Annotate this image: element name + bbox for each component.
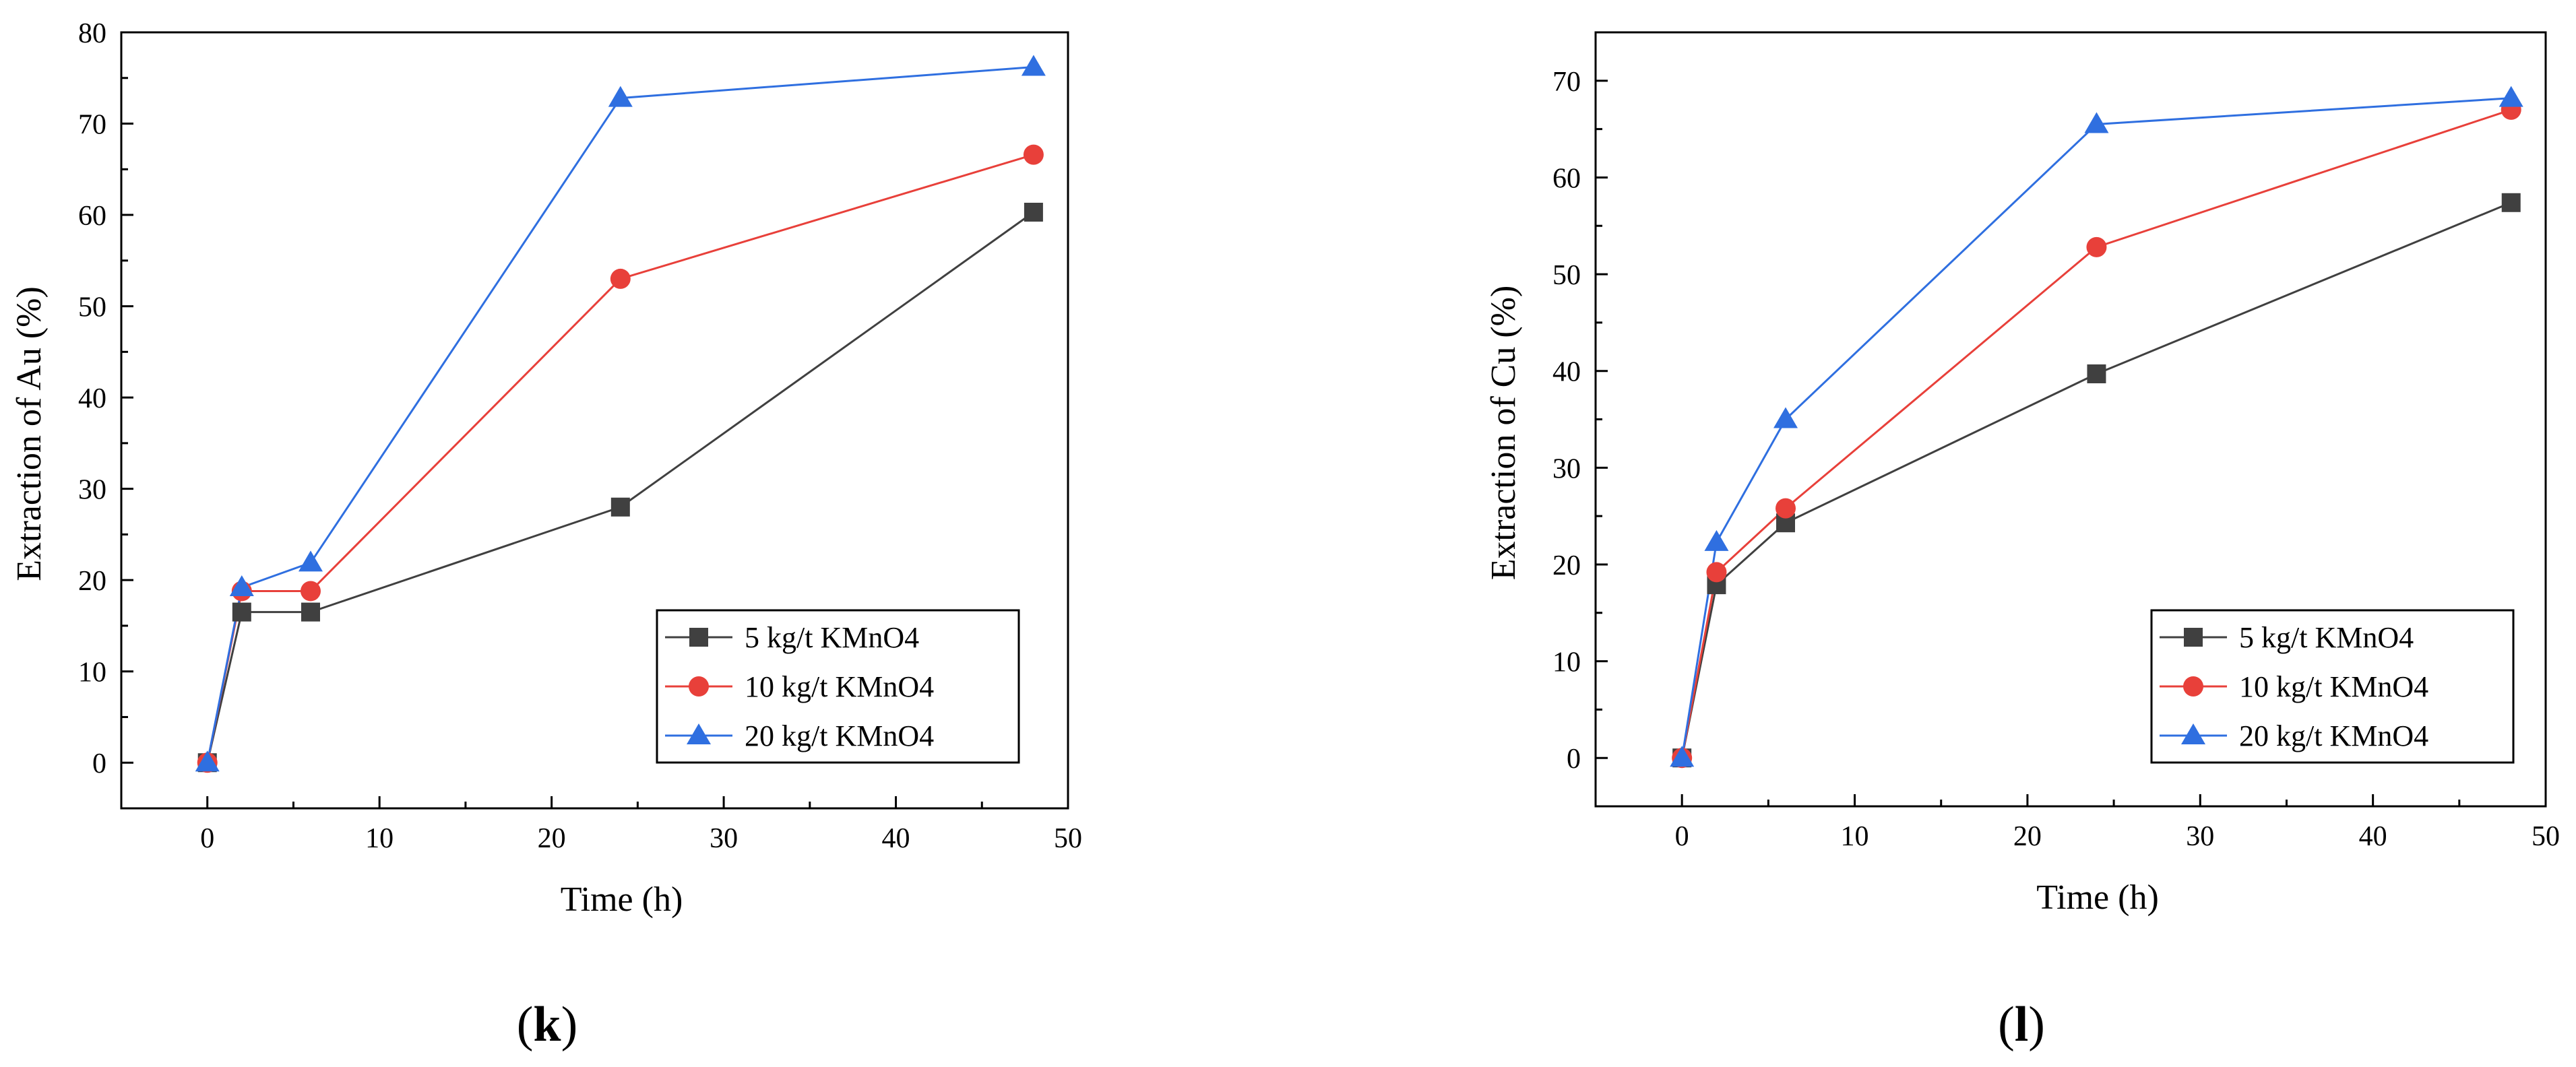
legend-marker-1 — [2184, 628, 2203, 647]
legend-marker-2 — [689, 676, 709, 697]
data-point-series-2 — [301, 581, 321, 602]
data-point-series-3 — [299, 550, 323, 572]
x-tick-label: 40 — [882, 823, 910, 854]
data-point-series-1 — [2087, 364, 2106, 383]
y-tick-label: 70 — [78, 110, 106, 141]
y-tick-label: 10 — [1552, 647, 1581, 678]
data-point-series-3 — [229, 575, 254, 597]
legend-marker-1 — [689, 628, 708, 647]
data-point-series-3 — [1021, 55, 1046, 76]
x-tick-label: 50 — [2532, 821, 2560, 852]
data-point-series-1 — [2501, 193, 2521, 212]
x-tick-label: 0 — [200, 823, 214, 854]
caption-letter: k — [533, 997, 561, 1052]
data-point-series-3 — [608, 86, 633, 107]
y-tick-label: 70 — [1552, 67, 1581, 98]
caption-close-paren: ) — [561, 997, 578, 1052]
x-tick-label: 40 — [2359, 821, 2387, 852]
y-tick-label: 0 — [1567, 744, 1581, 775]
data-point-series-1 — [232, 602, 251, 622]
legend-marker-3 — [2181, 723, 2205, 744]
x-tick-label: 30 — [2186, 821, 2214, 852]
y-tick-label: 80 — [78, 18, 106, 49]
y-tick-label: 10 — [78, 657, 106, 688]
y-tick-label: 40 — [78, 383, 106, 414]
legend-label-3: 20 kg/t KMnO4 — [745, 719, 934, 752]
data-point-series-3 — [1704, 529, 1729, 551]
x-tick-label: 0 — [1675, 821, 1689, 852]
x-tick-label: 10 — [365, 823, 394, 854]
legend-label-2: 10 kg/t KMnO4 — [2239, 670, 2428, 703]
x-tick-label: 10 — [1841, 821, 1869, 852]
plot-frame — [120, 31, 1069, 810]
legend-marker-2 — [2183, 676, 2203, 697]
x-tick-label: 50 — [1054, 823, 1082, 854]
data-point-series-2 — [610, 268, 631, 289]
panel-caption: (k) — [517, 997, 577, 1052]
y-tick-label: 30 — [78, 475, 106, 506]
x-axis-label: Time (h) — [561, 880, 683, 919]
y-axis-label: Extraction of Cu (%) — [1484, 286, 1523, 581]
panel-caption: (l) — [1998, 997, 2045, 1052]
data-point-series-2 — [2086, 236, 2107, 257]
x-tick-label: 20 — [2013, 821, 2042, 852]
y-tick-label: 30 — [1552, 453, 1581, 484]
data-point-series-3 — [195, 750, 220, 772]
caption-close-paren: ) — [2028, 997, 2045, 1052]
legend-label-3: 20 kg/t KMnO4 — [2239, 719, 2428, 752]
caption-open-paren: ( — [517, 997, 534, 1052]
chart-panel-l: 0 10 20 30 40 50 0 10 20 30 40 50 60 70 Time (h) Extrac… — [1484, 31, 2560, 1052]
data-point-series-1 — [610, 497, 630, 517]
y-tick-label: 50 — [1552, 260, 1581, 291]
legend-label-1: 5 kg/t KMnO4 — [745, 621, 919, 654]
data-point-series-2 — [1776, 498, 1796, 519]
data-point-series-3 — [1773, 407, 1798, 428]
data-point-series-3 — [2499, 86, 2523, 107]
legend-label-1: 5 kg/t KMnO4 — [2239, 621, 2414, 654]
data-point-series-1 — [1024, 202, 1043, 222]
y-tick-label: 60 — [78, 201, 106, 232]
caption-open-paren: ( — [1998, 997, 2015, 1052]
x-axis-label: Time (h) — [2036, 878, 2159, 917]
x-tick-label: 20 — [538, 823, 566, 854]
y-axis-label: Extraction of Au (%) — [10, 286, 49, 581]
data-point-series-2 — [1706, 562, 1727, 583]
y-tick-label: 40 — [1552, 357, 1581, 388]
legend-box — [2150, 609, 2515, 764]
y-tick-label: 20 — [78, 566, 106, 597]
y-tick-label: 0 — [92, 748, 106, 779]
y-tick-label: 50 — [78, 292, 106, 323]
legend-marker-3 — [687, 723, 711, 744]
y-tick-label: 60 — [1552, 163, 1581, 194]
data-point-series-1 — [301, 602, 320, 622]
data-point-series-2 — [1023, 144, 1044, 165]
chart-panel-k: 0 10 20 30 40 50 0 10 20 30 40 50 60 70 80 Time (h) Extr… — [10, 18, 1082, 1052]
legend-label-2: 10 kg/t KMnO4 — [745, 670, 934, 703]
x-tick-label: 30 — [710, 823, 738, 854]
data-point-series-3 — [1670, 746, 1695, 767]
caption-letter: l — [2015, 997, 2029, 1052]
data-point-series-3 — [2084, 112, 2109, 133]
y-tick-label: 20 — [1552, 550, 1581, 581]
